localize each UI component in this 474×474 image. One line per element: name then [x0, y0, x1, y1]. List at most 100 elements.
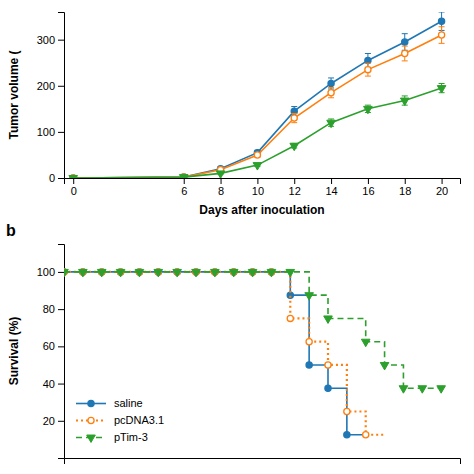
marker — [324, 316, 333, 323]
x-axis-title: Days after inoculation — [199, 203, 324, 217]
legend-item: saline — [76, 397, 143, 409]
marker — [437, 86, 446, 93]
legend-marker — [87, 435, 96, 442]
marker — [267, 269, 276, 276]
y-tick-mark — [58, 421, 64, 422]
marker — [325, 362, 331, 368]
x-tick-mark — [257, 178, 258, 184]
marker — [363, 432, 369, 438]
y-tick-label: 0 — [49, 172, 55, 184]
x-tick-label: 0 — [71, 185, 77, 197]
x-tick-label: 8 — [218, 185, 224, 197]
marker — [328, 80, 334, 86]
legend: saline pcDNA3.1 pTim-3 — [76, 397, 164, 443]
marker — [306, 362, 312, 368]
y-tick-label: 60 — [43, 340, 55, 352]
marker — [173, 269, 182, 276]
y-tick-mark — [58, 40, 64, 41]
series-line — [73, 21, 441, 178]
marker — [402, 50, 408, 56]
x-tick-mark — [405, 178, 406, 184]
y-tick-mark — [58, 132, 64, 133]
y-axis-line — [58, 13, 65, 179]
marker — [192, 269, 201, 276]
legend-item: pcDNA3.1 — [76, 414, 164, 426]
x-tick-mark — [184, 178, 185, 184]
marker — [328, 90, 334, 96]
marker — [344, 408, 350, 414]
marker — [344, 432, 350, 438]
marker — [69, 176, 78, 178]
marker — [97, 269, 106, 276]
marker — [380, 362, 389, 369]
marker — [290, 143, 299, 150]
marker — [365, 57, 371, 63]
x-tick: 20 — [436, 178, 448, 197]
marker — [229, 269, 238, 276]
x-tick-label: 14 — [325, 185, 337, 197]
x-tick-mark — [294, 178, 295, 184]
y-axis: 0100200300 — [37, 13, 65, 185]
marker — [211, 269, 220, 276]
marker — [361, 339, 370, 346]
error-bar — [439, 27, 445, 44]
x-tick: 10 — [252, 178, 264, 197]
x-tick-mark — [368, 178, 369, 184]
x-tick: 0 — [71, 178, 77, 197]
series-line — [64, 272, 385, 435]
y-tick-mark — [58, 86, 64, 87]
x-tick: 14 — [325, 178, 337, 197]
x-tick-label: 16 — [362, 185, 374, 197]
marker — [327, 120, 336, 127]
x-tick-mark — [221, 178, 222, 184]
x-axis-line — [65, 459, 461, 465]
panel: 0681012141618200100200300Days after inoc… — [7, 12, 461, 217]
x-tick: 6 — [181, 178, 187, 197]
marker — [253, 163, 262, 170]
y-tick: 20 — [43, 415, 64, 427]
y-tick-label: 40 — [43, 378, 55, 390]
marker — [402, 39, 408, 45]
y-axis-title: Survival (%) — [7, 317, 21, 386]
x-axis-line — [65, 179, 461, 185]
legend-marker — [88, 400, 94, 406]
marker — [64, 269, 68, 276]
marker — [116, 269, 125, 276]
x-tick: 12 — [289, 178, 301, 197]
y-axis-title: Tumor volume ( — [7, 50, 21, 139]
x-tick: 18 — [399, 178, 411, 197]
x-tick-mark — [442, 178, 443, 184]
y-tick-mark — [58, 309, 64, 310]
legend-label: saline — [114, 397, 143, 409]
marker — [135, 269, 144, 276]
marker — [365, 67, 371, 73]
x-tick-mark — [73, 178, 74, 184]
legend-label: pTim-3 — [114, 431, 148, 443]
y-tick: 0 — [49, 172, 64, 184]
y-tick-label: 20 — [43, 415, 55, 427]
marker — [306, 339, 312, 345]
x-tick-label: 10 — [252, 185, 264, 197]
y-tick: 300 — [37, 34, 64, 46]
chart: 0681012141618200100200300Days after inoc… — [0, 0, 474, 474]
marker — [325, 385, 331, 391]
x-tick-label: 20 — [436, 185, 448, 197]
y-tick-mark — [58, 384, 64, 385]
x-tick-mark — [331, 178, 332, 184]
y-tick: 100 — [37, 126, 64, 138]
x-tick: 16 — [362, 178, 374, 197]
y-tick-mark — [58, 346, 64, 347]
y-tick-label: 300 — [37, 34, 55, 46]
series-line — [73, 35, 441, 178]
y-tick-label: 100 — [37, 126, 55, 138]
series-line — [64, 272, 441, 388]
legend-label: pcDNA3.1 — [114, 414, 164, 426]
marker — [154, 269, 163, 276]
marker — [254, 152, 260, 158]
marker — [305, 293, 314, 300]
marker — [399, 386, 408, 393]
y-axis: 20406080100 — [37, 245, 65, 459]
y-tick: 80 — [43, 303, 64, 315]
marker — [400, 98, 409, 105]
marker — [79, 269, 88, 276]
